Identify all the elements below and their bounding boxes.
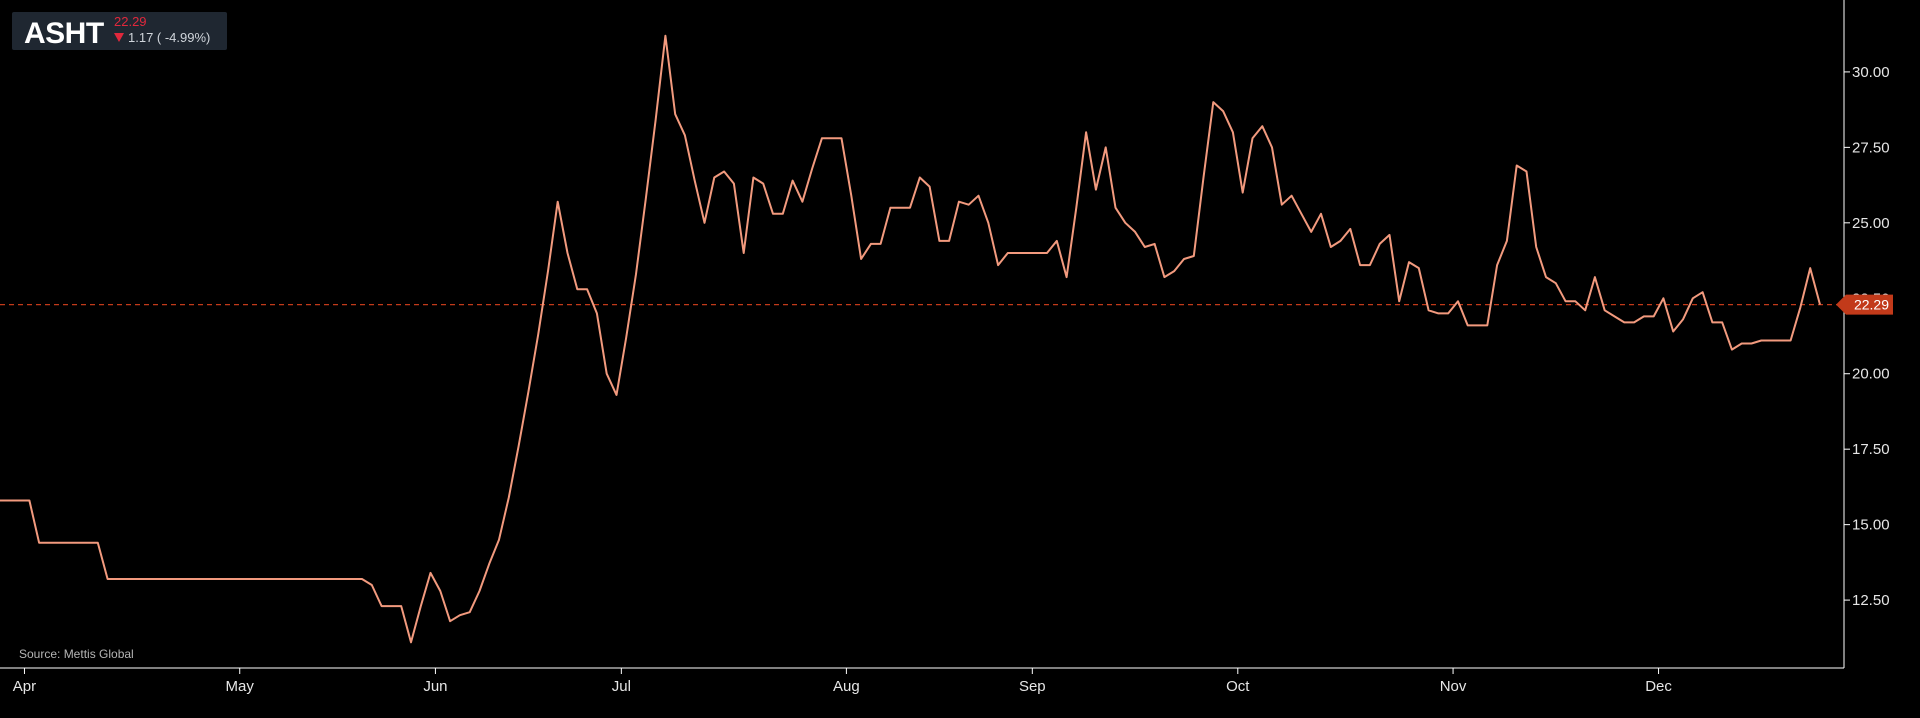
- y-tick-label: 12.50: [1852, 592, 1890, 609]
- x-tick-label: Jun: [423, 678, 447, 695]
- last-price-tag: 22.29: [1836, 294, 1893, 315]
- price-series-line: [0, 34, 1821, 644]
- x-tick-label: Jul: [612, 678, 631, 695]
- last-price-tag-bg: [1836, 294, 1893, 315]
- x-tick-label: May: [226, 678, 255, 695]
- x-tick-label: Apr: [13, 678, 36, 695]
- ticker-price: 22.29: [114, 14, 147, 29]
- y-tick-label: 25.00: [1852, 215, 1890, 232]
- y-tick-label: 20.00: [1852, 366, 1890, 383]
- down-arrow-icon: [114, 33, 124, 42]
- y-tick-label: 15.00: [1852, 517, 1890, 534]
- ticker-box: ASHT 22.29 1.17 ( -4.99%): [12, 12, 227, 50]
- x-tick-label: Sep: [1019, 678, 1046, 695]
- x-axis: Apr May Jun Jul Aug Sep Oct Nov Dec: [13, 668, 1672, 695]
- y-tick-label: 27.50: [1852, 139, 1890, 156]
- ticker-symbol: ASHT: [24, 17, 104, 50]
- last-price-label: 22.29: [1854, 297, 1889, 313]
- x-tick-label: Oct: [1226, 678, 1250, 695]
- x-tick-label: Aug: [833, 678, 860, 695]
- ticker-change-value: 1.17 ( -4.99%): [128, 30, 211, 45]
- x-tick-label: Dec: [1645, 678, 1672, 695]
- source-note: Source: Mettis Global: [19, 647, 134, 661]
- ticker-change: 1.17 ( -4.99%): [114, 30, 210, 45]
- y-tick-label: 30.00: [1852, 64, 1890, 81]
- x-tick-label: Nov: [1440, 678, 1467, 695]
- y-tick-label: 17.50: [1852, 441, 1890, 458]
